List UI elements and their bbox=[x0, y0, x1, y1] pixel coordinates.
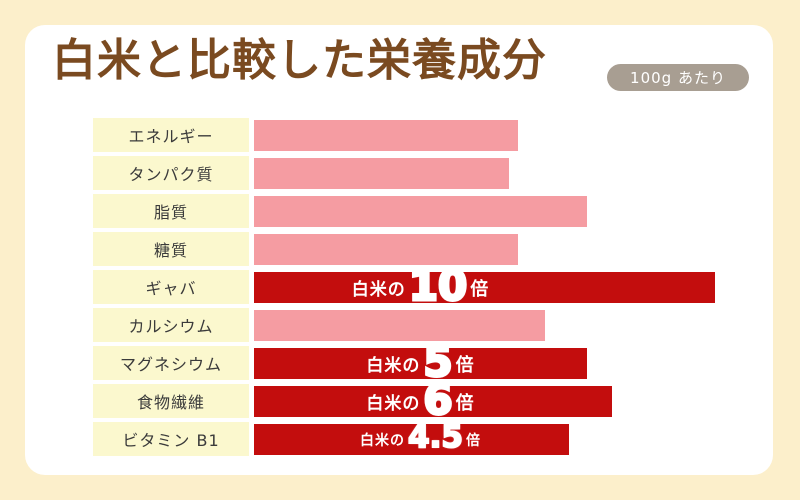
value-suffix: 倍 bbox=[455, 354, 474, 376]
bar-value-label: 白米の 6 倍 bbox=[254, 377, 586, 422]
category-label: 脂質 bbox=[93, 194, 249, 228]
category-label: ビタミン B1 bbox=[93, 422, 249, 456]
chart-row: カルシウム bbox=[93, 308, 753, 346]
bar-track: 白米の 4.5 倍 bbox=[254, 421, 569, 455]
bar-value-label: 白米の 4.5 倍 bbox=[254, 419, 586, 455]
bar-highlighted: 白米の 6 倍 bbox=[254, 377, 612, 422]
bar bbox=[254, 196, 587, 227]
category-label: ギャバ bbox=[93, 270, 249, 304]
chart-row: タンパク質 bbox=[93, 156, 753, 194]
category-label: 食物繊維 bbox=[93, 384, 249, 418]
bar-track bbox=[254, 310, 545, 341]
bar-highlighted: 白米の 4.5 倍 bbox=[254, 421, 569, 455]
value-suffix: 倍 bbox=[455, 392, 474, 414]
bar-track: 白米の 5 倍 bbox=[254, 339, 587, 384]
bar-value-label: 白米の 10 倍 bbox=[254, 263, 586, 308]
value-number: 5 bbox=[422, 336, 454, 386]
chart-row: 糖質 bbox=[93, 232, 753, 270]
chart-rows: エネルギー タンパク質 脂質 糖質 ギャバ 白米の 10 倍カルシウム マグネシウム 白米の 5 倍食… bbox=[93, 118, 753, 460]
value-prefix: 白米の bbox=[351, 280, 406, 300]
category-label: タンパク質 bbox=[93, 156, 249, 190]
category-label: カルシウム bbox=[93, 308, 249, 342]
bar bbox=[254, 158, 509, 189]
bar-track bbox=[254, 158, 509, 189]
value-suffix: 倍 bbox=[465, 432, 480, 449]
bar-track bbox=[254, 234, 518, 265]
bar-highlighted: 白米の 5 倍 bbox=[254, 339, 587, 384]
value-number: 4.5 bbox=[407, 419, 464, 455]
bar bbox=[254, 310, 545, 341]
bar-value-label: 白米の 5 倍 bbox=[254, 339, 586, 384]
value-number: 6 bbox=[422, 374, 454, 424]
chart-row: 脂質 bbox=[93, 194, 753, 232]
bar-track bbox=[254, 120, 518, 151]
bar-track: 白米の 6 倍 bbox=[254, 377, 612, 422]
infographic-card: 白米と比較した栄養成分 100g あたり エネルギー タンパク質 脂質 糖質 ギャバ 白米… bbox=[25, 25, 773, 475]
value-suffix: 倍 bbox=[470, 278, 489, 300]
unit-badge: 100g あたり bbox=[607, 64, 749, 91]
chart-row: マグネシウム 白米の 5 倍 bbox=[93, 339, 753, 384]
page-title: 白米と比較した栄養成分 bbox=[52, 35, 547, 86]
bar-track: 白米の 10 倍 bbox=[254, 263, 715, 308]
category-label: 糖質 bbox=[93, 232, 249, 266]
bar bbox=[254, 120, 518, 151]
bar bbox=[254, 234, 518, 265]
value-prefix: 白米の bbox=[366, 394, 421, 414]
chart-row: ビタミン B1 白米の 4.5 倍 bbox=[93, 421, 753, 460]
value-prefix: 白米の bbox=[366, 356, 421, 376]
bar-highlighted: 白米の 10 倍 bbox=[254, 263, 715, 308]
chart-row: ギャバ 白米の 10 倍 bbox=[93, 263, 753, 308]
bar-track bbox=[254, 196, 587, 227]
category-label: エネルギー bbox=[93, 118, 249, 152]
value-prefix: 白米の bbox=[360, 432, 406, 449]
chart-row: 食物繊維 白米の 6 倍 bbox=[93, 377, 753, 422]
category-label: マグネシウム bbox=[93, 346, 249, 380]
chart-row: エネルギー bbox=[93, 118, 753, 156]
value-number: 10 bbox=[407, 260, 468, 310]
header: 白米と比較した栄養成分 100g あたり bbox=[25, 25, 773, 118]
